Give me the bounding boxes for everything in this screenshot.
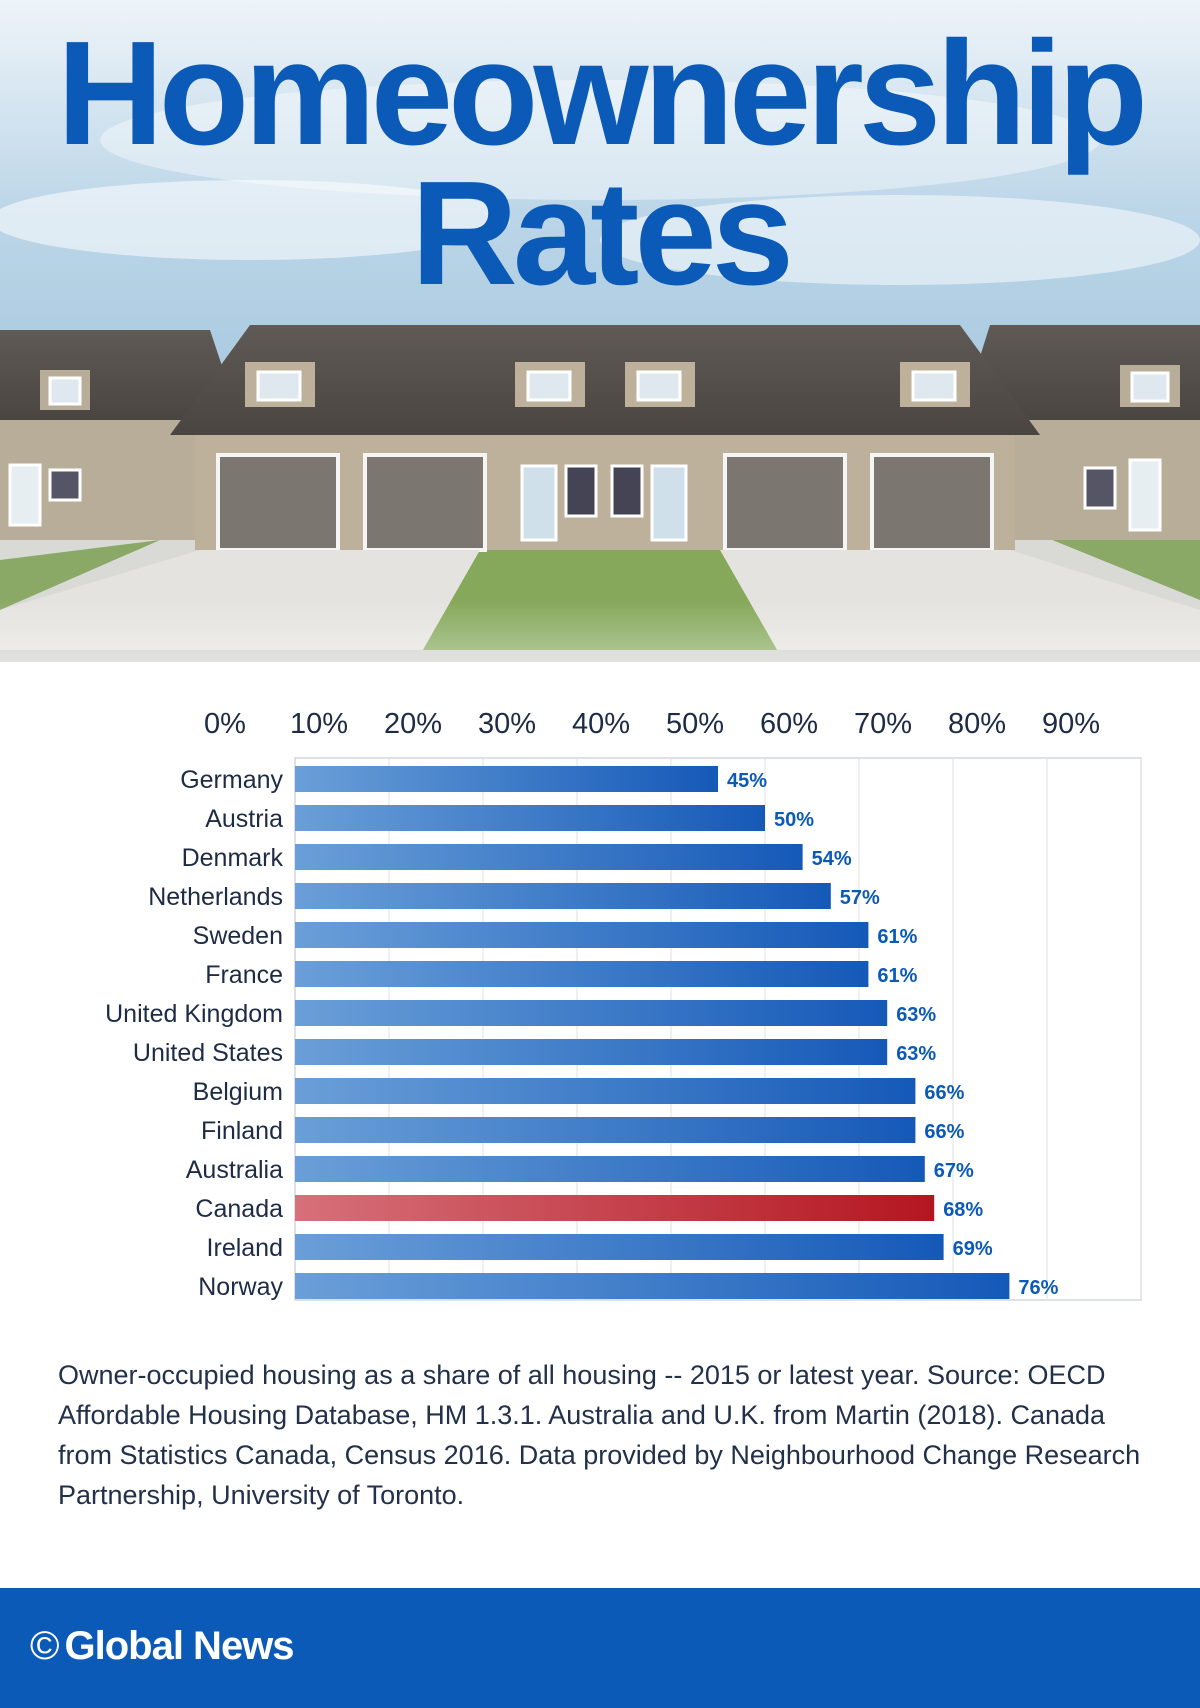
brand-name: Global News (64, 1624, 294, 1668)
x-tick-label: 70% (854, 708, 912, 740)
category-label: Australia (186, 1156, 283, 1184)
category-label: Denmark (182, 844, 284, 872)
x-tick-label: 30% (478, 708, 536, 740)
category-label: Netherlands (148, 883, 283, 911)
bar-highlight (295, 1195, 935, 1221)
category-label: Canada (195, 1195, 283, 1223)
source-note: Owner-occupied housing as a share of all… (58, 1360, 1141, 1510)
bar (295, 961, 869, 987)
value-label: 76% (1018, 1277, 1058, 1299)
x-tick-label: 90% (1042, 708, 1100, 740)
brand-logo: © Global News (30, 1624, 295, 1669)
x-tick-label: 80% (948, 708, 1006, 740)
title-line-1: Homeownership (56, 11, 1148, 176)
category-label: United States (133, 1039, 283, 1067)
value-label: 66% (924, 1121, 964, 1143)
category-label: Sweden (193, 922, 283, 950)
value-label: 61% (877, 926, 917, 948)
category-label: Ireland (207, 1234, 283, 1262)
bar (295, 1000, 888, 1026)
chart-canvas: 0% 10% 20% 30% 40% 50% 60% 70% 80% 90% Germany 45%… (105, 708, 1142, 1301)
value-label: 63% (896, 1004, 936, 1026)
value-label: 61% (877, 965, 917, 987)
bar (295, 1117, 916, 1143)
value-label: 50% (774, 809, 814, 831)
bar (295, 1039, 888, 1065)
x-tick-label: 40% (572, 708, 630, 740)
category-label: Germany (180, 766, 283, 794)
value-label: 45% (727, 770, 767, 792)
category-label: Belgium (193, 1078, 283, 1106)
x-tick-label: 10% (290, 708, 348, 740)
hero-photo: Homeownership Rates (0, 0, 1200, 760)
x-tick-label: 50% (666, 708, 724, 740)
bar (295, 922, 869, 948)
copyright-icon: © (30, 1624, 60, 1668)
category-label: France (205, 961, 283, 989)
x-tick-label: 0% (204, 708, 246, 740)
value-label: 69% (953, 1238, 993, 1260)
bar (295, 844, 803, 870)
bar (295, 1234, 944, 1260)
value-label: 54% (812, 848, 852, 870)
value-label: 63% (896, 1043, 936, 1065)
page-title: Homeownership Rates (0, 11, 1200, 316)
bar (295, 1156, 925, 1182)
bar (295, 1078, 916, 1104)
bar (295, 805, 765, 831)
value-label: 57% (840, 887, 880, 909)
house-row-photo-icon (0, 0, 1200, 760)
bar (295, 1273, 1010, 1299)
x-tick-label: 20% (384, 708, 442, 740)
category-label: Norway (198, 1273, 283, 1301)
bar (295, 766, 718, 792)
value-label: 66% (924, 1082, 964, 1104)
category-label: Finland (201, 1117, 283, 1145)
category-label: Austria (205, 805, 283, 833)
bar (295, 883, 831, 909)
bar-chart: 0% 10% 20% 30% 40% 50% 60% 70% 80% 90% Germany 45%… (0, 690, 1200, 1330)
footer-bar: © Global News (0, 1588, 1200, 1708)
category-label: United Kingdom (105, 1000, 283, 1028)
x-tick-label: 60% (760, 708, 818, 740)
value-label: 68% (943, 1199, 983, 1221)
title-line-2: Rates (410, 151, 794, 316)
value-label: 67% (934, 1160, 974, 1182)
